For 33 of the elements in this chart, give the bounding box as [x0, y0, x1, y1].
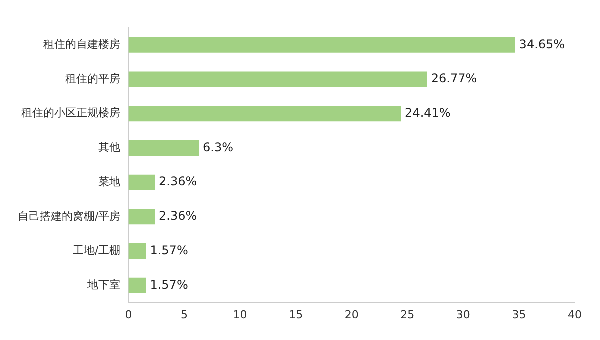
bar [128, 209, 156, 225]
data-label: 1.57% [150, 278, 188, 292]
y-tick-label: 租住的平房 [66, 72, 121, 86]
y-tick-label: 工地/工棚 [72, 244, 121, 258]
data-label: 1.57% [150, 243, 188, 258]
data-label: 26.77% [431, 72, 478, 86]
bar [128, 140, 199, 156]
bar [128, 174, 156, 190]
x-tick-label: 15 [289, 308, 304, 322]
x-tick-label: 40 [568, 308, 582, 322]
y-tick-label: 其他 [98, 141, 121, 154]
data-label: 2.36% [159, 174, 198, 189]
bar [128, 278, 146, 294]
data-label: 34.65% [519, 37, 566, 52]
y-tick-label: 自己搭建的窝棚/平房 [18, 210, 121, 223]
x-tick-label: 25 [400, 308, 415, 322]
y-tick-label: 菜地 [98, 175, 121, 188]
x-tick-label: 35 [512, 308, 526, 322]
data-label: 2.36% [159, 209, 198, 224]
x-tick-label: 10 [233, 308, 248, 322]
x-tick-label: 0 [125, 308, 132, 322]
x-tick-label: 30 [456, 308, 470, 322]
bar [128, 37, 516, 53]
x-tick-label: 20 [344, 308, 359, 322]
bar [128, 72, 428, 88]
y-tick-label: 租住的自建楼房 [44, 38, 121, 52]
y-tick-label: 租住的小区正规楼房 [22, 106, 121, 120]
x-tick-label: 5 [180, 308, 188, 322]
data-label: 6.3% [202, 140, 234, 154]
y-tick-label: 地下室 [86, 278, 121, 292]
bar [128, 244, 146, 260]
bar [128, 106, 402, 122]
data-label: 24.41% [405, 106, 451, 120]
